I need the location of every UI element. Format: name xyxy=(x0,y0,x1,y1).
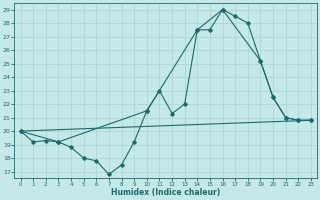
X-axis label: Humidex (Indice chaleur): Humidex (Indice chaleur) xyxy=(111,188,220,197)
